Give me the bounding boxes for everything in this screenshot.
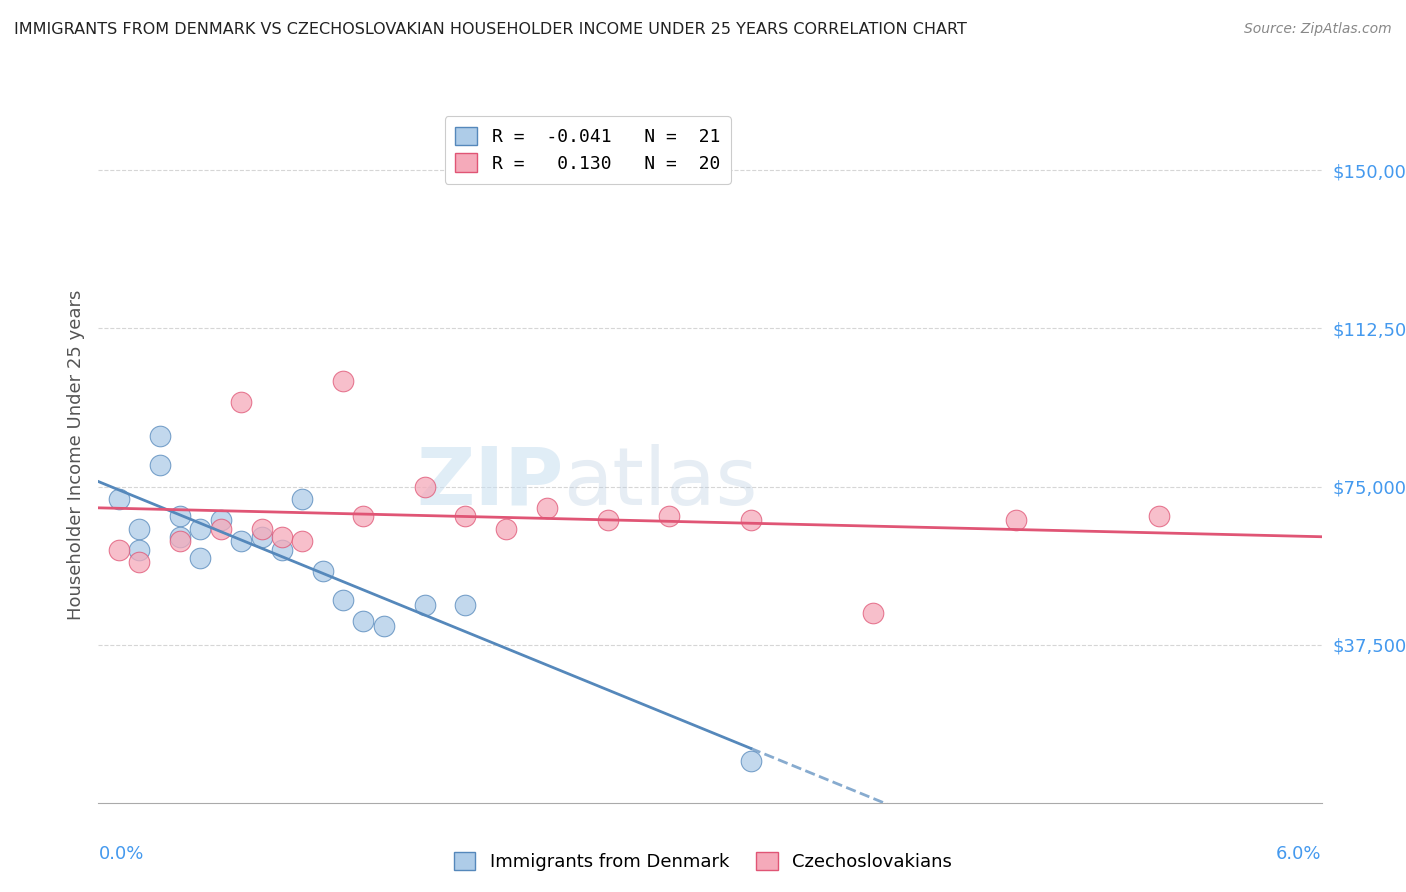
Point — [1147, 509, 1170, 524]
Point — [270, 542, 292, 557]
Point — [291, 534, 314, 549]
Point — [149, 429, 172, 443]
Text: IMMIGRANTS FROM DENMARK VS CZECHOSLOVAKIAN HOUSEHOLDER INCOME UNDER 25 YEARS COR: IMMIGRANTS FROM DENMARK VS CZECHOSLOVAKI… — [14, 22, 967, 37]
Point — [209, 513, 232, 527]
Point — [128, 542, 150, 557]
Point — [332, 593, 354, 607]
Point — [598, 513, 620, 527]
Point — [373, 618, 395, 632]
Point — [311, 564, 335, 578]
Point — [188, 551, 212, 566]
Point — [231, 395, 253, 409]
Point — [352, 615, 374, 629]
Legend: Immigrants from Denmark, Czechoslovakians: Immigrants from Denmark, Czechoslovakian… — [447, 845, 959, 879]
Point — [1004, 513, 1026, 527]
Text: atlas: atlas — [564, 443, 758, 522]
Point — [108, 542, 131, 557]
Point — [169, 509, 191, 524]
Point — [740, 754, 762, 768]
Point — [536, 500, 558, 515]
Point — [108, 492, 131, 507]
Text: 6.0%: 6.0% — [1277, 845, 1322, 863]
Point — [128, 556, 150, 570]
Point — [169, 534, 191, 549]
Point — [658, 509, 681, 524]
Point — [188, 522, 212, 536]
Point — [413, 598, 436, 612]
Point — [740, 513, 762, 527]
Point — [250, 522, 273, 536]
Legend: R =  -0.041   N =  21, R =   0.130   N =  20: R = -0.041 N = 21, R = 0.130 N = 20 — [444, 116, 731, 184]
Point — [413, 479, 436, 493]
Text: Source: ZipAtlas.com: Source: ZipAtlas.com — [1244, 22, 1392, 37]
Point — [352, 509, 374, 524]
Text: 0.0%: 0.0% — [98, 845, 143, 863]
Text: ZIP: ZIP — [416, 443, 564, 522]
Y-axis label: Householder Income Under 25 years: Householder Income Under 25 years — [66, 290, 84, 620]
Point — [250, 530, 273, 544]
Point — [862, 606, 884, 620]
Point — [169, 530, 191, 544]
Point — [231, 534, 253, 549]
Point — [332, 374, 354, 388]
Point — [128, 522, 150, 536]
Point — [291, 492, 314, 507]
Point — [454, 598, 477, 612]
Point — [495, 522, 517, 536]
Point — [149, 458, 172, 473]
Point — [270, 530, 292, 544]
Point — [454, 509, 477, 524]
Point — [209, 522, 232, 536]
